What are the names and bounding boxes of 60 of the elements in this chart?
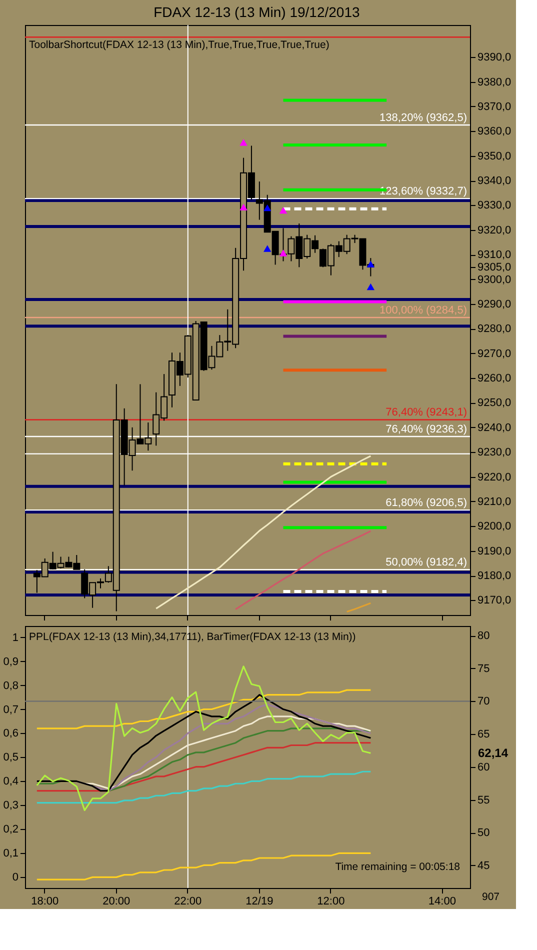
y-tick-label: 9280,0 bbox=[478, 323, 512, 336]
y-tick-label: 9360,0 bbox=[478, 126, 512, 138]
ref-line-label: 76,40% (9236,3) bbox=[386, 424, 467, 436]
y-tick-label: 9260,0 bbox=[478, 372, 512, 385]
y-tick-label: 0,3 bbox=[3, 800, 18, 812]
text: 62,14 bbox=[478, 746, 508, 760]
y-tick-label: 0 bbox=[12, 872, 18, 884]
y-tick-label: 9190,0 bbox=[478, 545, 512, 558]
y-tick-label: 0,2 bbox=[3, 824, 18, 836]
y2-tick-label: 70 bbox=[478, 696, 490, 708]
y-tick-label: 0,8 bbox=[3, 680, 18, 692]
y-tick-label: 9350,0 bbox=[478, 150, 512, 162]
y-tick-label: 9180,0 bbox=[478, 570, 512, 582]
y-tick-label: 9370,0 bbox=[478, 100, 512, 113]
y2-tick-label: 55 bbox=[478, 794, 490, 806]
y-tick-label: 9340,0 bbox=[478, 175, 512, 188]
ref-line-label: 138,20% (9362,5) bbox=[380, 112, 467, 124]
x-tick-label: 14:00 bbox=[428, 896, 456, 908]
ref-line-label: 100,00% (9284,5) bbox=[380, 304, 467, 317]
y2-tick-label: 60 bbox=[478, 761, 490, 774]
y-tick-label: 9380,0 bbox=[478, 76, 512, 88]
x-tick-label: 12/19 bbox=[246, 896, 274, 908]
y-tick-label: 9390,0 bbox=[478, 52, 512, 64]
x-tick-label: 12:00 bbox=[317, 896, 345, 908]
y-tick-label: 9240,0 bbox=[478, 422, 512, 434]
y-tick-label: 9290,0 bbox=[478, 298, 512, 310]
y2-tick-label: 45 bbox=[478, 860, 490, 872]
y2-tick-label: 80 bbox=[478, 630, 490, 642]
y-tick-label: 0,5 bbox=[3, 752, 18, 764]
y-tick-label: 0,7 bbox=[3, 704, 18, 716]
y-tick-label: 0,1 bbox=[3, 848, 18, 860]
text: 907 bbox=[482, 891, 500, 903]
ref-line-label: 123,60% (9332,7) bbox=[380, 186, 467, 198]
y-tick-label: 9250,0 bbox=[478, 397, 512, 410]
ref-line-label: 50,00% (9182,4) bbox=[386, 556, 467, 569]
y2-tick-label: 75 bbox=[478, 662, 490, 675]
x-tick-label: 20:00 bbox=[102, 896, 130, 908]
annotation: Time remaining = 00:05:18 bbox=[335, 861, 460, 873]
y-tick-label: 9230,0 bbox=[478, 446, 512, 459]
y2-tick-label: 65 bbox=[478, 728, 490, 741]
y-tick-label: 0,6 bbox=[3, 728, 18, 740]
x-tick-label: 22:00 bbox=[174, 896, 202, 908]
y-tick-label: 9270,0 bbox=[478, 348, 512, 360]
ref-line-label: 61,80% (9206,5) bbox=[386, 497, 467, 510]
y-tick-label: 9170,0 bbox=[478, 594, 512, 607]
y-tick-label: 9210,0 bbox=[478, 496, 512, 508]
y-tick-label: 9300,0 bbox=[478, 274, 512, 286]
y2-tick-label: 50 bbox=[478, 827, 490, 840]
y-tick-label: 9330,0 bbox=[478, 200, 512, 212]
y-tick-label: 9310,0 bbox=[478, 249, 512, 262]
ref-line-label: 76,40% (9243,1) bbox=[386, 406, 467, 419]
chart-title: FDAX 12-13 (13 Min) 19/12/2013 bbox=[154, 4, 360, 20]
y-tick-label: 9200,0 bbox=[478, 520, 512, 533]
y-tick-label: 0,4 bbox=[3, 776, 18, 788]
y-tick-label: 9220,0 bbox=[478, 471, 512, 484]
y-tick-label: 9320,0 bbox=[478, 224, 512, 236]
y-tick-label: 0,9 bbox=[3, 656, 18, 668]
y-tick-label: 9305,0 bbox=[478, 261, 512, 274]
x-tick-label: 18:00 bbox=[31, 896, 59, 908]
y-tick-label: 1 bbox=[12, 632, 18, 644]
